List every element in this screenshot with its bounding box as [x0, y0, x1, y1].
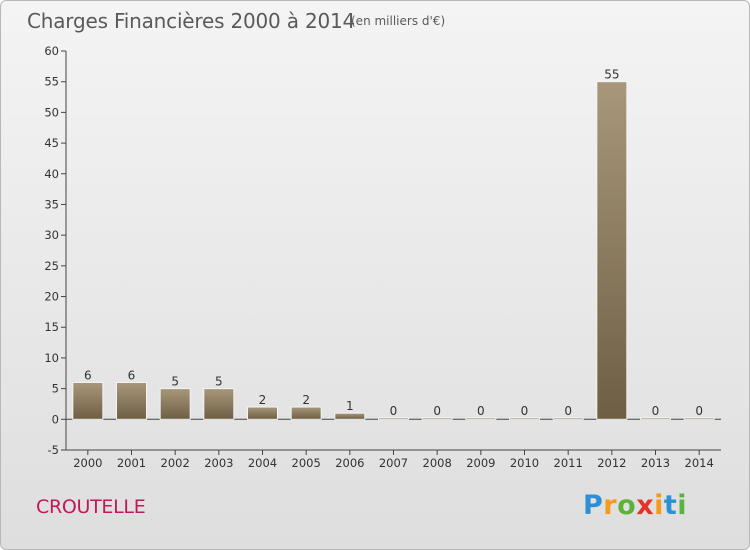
y-tick-label: 25 — [44, 259, 59, 273]
x-tick-label: 2008 — [423, 456, 452, 470]
bar — [116, 381, 147, 420]
bar — [290, 406, 322, 420]
y-tick-label: 40 — [44, 167, 59, 181]
data-label: 0 — [477, 404, 485, 418]
data-label: 2 — [259, 393, 267, 407]
x-tick-label: 2001 — [117, 456, 146, 470]
x-tick-label: 2014 — [685, 456, 714, 470]
bar — [203, 388, 235, 420]
data-label: 5 — [215, 375, 223, 389]
x-tick-label: 2007 — [379, 456, 408, 470]
y-tick-label: 20 — [44, 290, 59, 304]
bar — [247, 406, 278, 420]
bar — [72, 381, 104, 420]
bar — [552, 417, 584, 420]
bar — [465, 417, 497, 420]
y-tick-label: -5 — [48, 443, 59, 457]
x-tick-label: 2006 — [335, 456, 364, 470]
y-tick-label: 30 — [44, 228, 59, 242]
data-label: 6 — [128, 368, 136, 382]
y-tick-label: 50 — [44, 105, 59, 119]
x-tick-label: 2000 — [73, 456, 102, 470]
data-label: 5 — [171, 375, 179, 389]
x-tick-label: 2012 — [597, 456, 626, 470]
x-tick-label: 2003 — [204, 456, 233, 470]
bar — [159, 388, 191, 420]
y-tick-label: 0 — [52, 412, 59, 426]
chart-subtitle: (en milliers d'€) — [351, 14, 446, 28]
proxiti-logo: Proxiti — [583, 490, 688, 521]
y-tick-label: 55 — [44, 75, 59, 89]
x-tick-label: 2009 — [466, 456, 495, 470]
data-label: 0 — [390, 404, 398, 418]
bar — [509, 417, 540, 420]
data-label: 55 — [604, 68, 619, 82]
bar — [334, 412, 366, 420]
y-tick-label: 35 — [44, 197, 59, 211]
bar — [378, 417, 409, 420]
data-label: 0 — [564, 404, 572, 418]
data-label: 6 — [84, 368, 92, 382]
y-tick-label: 15 — [44, 320, 59, 334]
data-label: 0 — [433, 404, 441, 418]
data-label: 0 — [695, 404, 703, 418]
bar — [421, 417, 453, 420]
x-tick-label: 2013 — [641, 456, 670, 470]
data-label: 1 — [346, 399, 354, 413]
x-tick-label: 2010 — [510, 456, 539, 470]
y-tick-label: 5 — [52, 382, 59, 396]
x-tick-label: 2011 — [554, 456, 583, 470]
bars — [72, 81, 715, 420]
bar — [683, 417, 715, 420]
data-label: 0 — [521, 404, 529, 418]
place-name: CROUTELLE — [36, 496, 146, 518]
y-tick-label: 10 — [44, 351, 59, 365]
bar — [596, 81, 628, 420]
data-label: 2 — [302, 393, 310, 407]
data-label: 0 — [652, 404, 660, 418]
x-tick-label: 2004 — [248, 456, 277, 470]
chart-title: Charges Financières 2000 à 2014 — [27, 9, 356, 33]
x-tick-label: 2005 — [292, 456, 321, 470]
y-tick-label: 60 — [44, 44, 59, 58]
bar — [640, 417, 671, 420]
y-tick-label: 45 — [44, 136, 59, 150]
x-tick-label: 2002 — [161, 456, 190, 470]
